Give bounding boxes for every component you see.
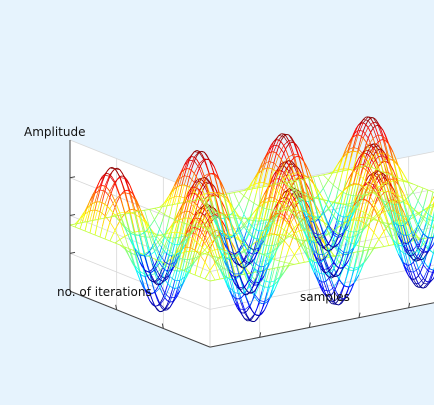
surface-mesh-segment xyxy=(274,154,276,163)
surface-mesh-segment xyxy=(291,158,293,161)
surface-mesh-segment xyxy=(279,156,281,160)
surface-mesh-segment xyxy=(120,176,122,177)
surface-mesh-segment xyxy=(274,152,276,153)
surface-mesh-segment xyxy=(286,144,288,148)
surface-mesh-segment xyxy=(130,209,132,210)
surface-mesh-segment xyxy=(286,136,288,140)
surface-mesh-segment xyxy=(368,127,370,132)
surface-mesh-segment xyxy=(369,218,371,219)
surface-mesh-segment xyxy=(197,168,199,174)
surface-mesh-segment xyxy=(274,170,276,172)
surface-mesh-segment xyxy=(194,164,199,174)
surface-mesh-segment xyxy=(378,154,380,163)
surface-mesh-segment xyxy=(363,138,365,141)
surface-mesh-segment xyxy=(189,160,194,161)
surface-mesh-segment xyxy=(281,153,283,160)
surface-mesh-segment xyxy=(279,136,284,137)
surface-mesh-segment xyxy=(197,150,199,151)
surface-mesh-segment xyxy=(271,169,273,170)
surface-mesh-segment xyxy=(363,125,365,131)
surface-mesh-segment xyxy=(368,132,370,138)
surface-mesh-segment xyxy=(401,225,403,226)
surface-mesh-segment xyxy=(431,269,433,270)
surface-mesh-segment xyxy=(284,235,286,236)
axes-back xyxy=(70,137,434,347)
surface-mesh-segment xyxy=(366,124,368,127)
surface-mesh-segment xyxy=(371,128,373,132)
surface-mesh-segment xyxy=(286,151,288,158)
surface-mesh-segment xyxy=(192,171,194,174)
surface-mesh-segment xyxy=(376,128,378,135)
surface-mesh-segment xyxy=(358,152,360,154)
surface-mesh-segment xyxy=(276,146,278,154)
surface-mesh-segment xyxy=(271,163,273,173)
surface-mesh-segment xyxy=(363,123,365,124)
surface-mesh-segment xyxy=(363,117,365,119)
surface-mesh-segment xyxy=(349,270,351,271)
surface-mesh-segment xyxy=(274,136,279,142)
surface-mesh-segment xyxy=(281,142,283,146)
axes-background xyxy=(70,137,434,347)
surface-mesh-segment xyxy=(192,157,194,158)
surface-mesh-segment xyxy=(396,204,398,205)
surface-mesh-segment xyxy=(184,185,186,186)
surface-mesh-segment xyxy=(125,190,127,191)
surface-mesh-segment xyxy=(358,135,360,136)
surface-mesh-segment xyxy=(269,161,274,162)
surface-mesh-segment xyxy=(204,160,209,174)
surface-mesh-segment xyxy=(197,160,199,164)
surface-mesh-segment xyxy=(336,203,338,204)
surface-mesh-segment xyxy=(207,183,209,184)
surface-mesh-segment xyxy=(406,243,408,244)
surface-mesh-segment xyxy=(135,232,137,233)
surface-mesh-segment xyxy=(371,119,373,123)
surface-mesh-segment xyxy=(371,132,373,138)
surface-mesh-segment xyxy=(378,156,383,157)
surface-mesh-segment xyxy=(259,173,261,183)
